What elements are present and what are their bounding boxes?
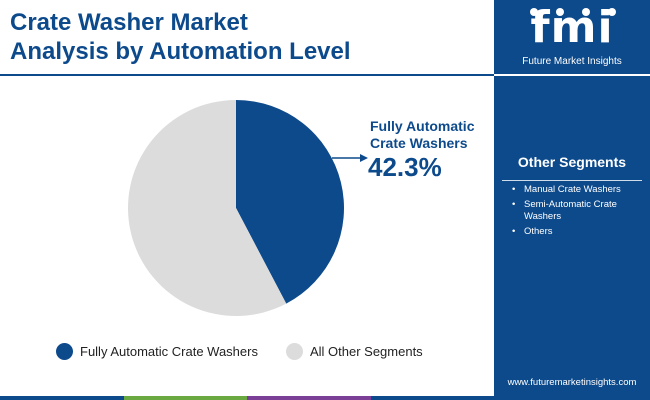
logo-subtitle: Future Market Insights — [522, 56, 622, 67]
pie-slices — [128, 100, 345, 316]
callout-arrow-head — [360, 154, 368, 162]
title-line-1: Crate Washer Market — [10, 9, 248, 36]
bottom-bar-segment — [123, 396, 247, 400]
bottom-bar-segment — [0, 396, 124, 400]
list-item: Manual Crate Washers — [510, 184, 640, 197]
page-title: Crate Washer Market Analysis by Automati… — [10, 8, 480, 66]
pie-slice-all-other-segments — [128, 100, 287, 316]
logo-icons — [530, 8, 616, 16]
logo-dot-icon — [556, 8, 564, 16]
legend-item-other-segments: All Other Segments — [285, 343, 423, 360]
bottom-color-bar — [0, 396, 494, 400]
legend-swatch-fully-automatic — [56, 343, 73, 360]
other-segments-list: Manual Crate Washers Semi-Automatic Crat… — [510, 184, 640, 240]
website-link[interactable]: www.futuremarketinsights.com — [507, 377, 637, 388]
other-segments-title: Other Segments — [517, 154, 627, 170]
bottom-bar-segment — [370, 396, 494, 400]
logo-dot-icon — [582, 8, 590, 16]
list-item: Semi-Automatic Crate Washers — [510, 199, 640, 224]
bottom-bar-segment — [247, 396, 371, 400]
legend-item-fully-automatic: Fully Automatic Crate Washers — [56, 343, 258, 360]
legend-label-fully-automatic: Fully Automatic Crate Washers — [80, 344, 258, 359]
logo-dot-icon — [608, 8, 616, 16]
callout-arrow — [332, 154, 368, 162]
brand-logo: fmi Future Market Insights — [494, 0, 650, 74]
callout-value: 42.3% — [368, 152, 442, 182]
logo-dot-icon — [530, 8, 538, 16]
list-item: Others — [510, 226, 640, 239]
pie-slice-fully-automatic-crate-washers — [236, 100, 345, 304]
sidebar: fmi Future Market Insights Other Segment… — [494, 0, 650, 400]
title-line-2: Analysis by Automation Level — [10, 38, 351, 65]
pie-chart — [128, 100, 368, 316]
logo-wordmark: fmi — [530, 2, 614, 53]
sidebar-divider — [494, 74, 650, 76]
callout-label: Fully Automatic Crate Washers — [370, 118, 475, 151]
title-divider — [0, 74, 494, 76]
chart-legend: Fully Automatic Crate Washers All Other … — [56, 343, 451, 360]
legend-label-other-segments: All Other Segments — [309, 344, 423, 359]
legend-swatch-other-segments — [285, 343, 303, 360]
other-segments-divider — [502, 180, 642, 181]
